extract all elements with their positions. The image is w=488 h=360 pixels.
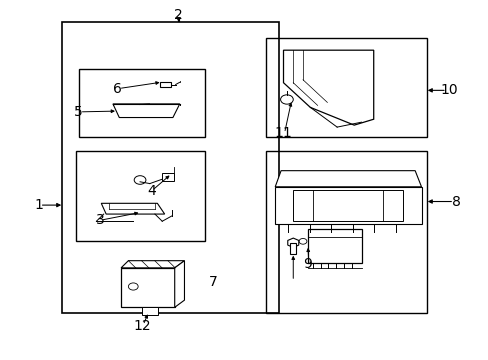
Bar [266, 39, 427, 137]
Bar [307, 229, 361, 263]
Polygon shape [174, 261, 184, 307]
Text: 7: 7 [208, 275, 217, 289]
Polygon shape [287, 238, 298, 247]
Bar [266, 151, 427, 313]
Polygon shape [121, 261, 184, 268]
Text: 5: 5 [74, 105, 83, 119]
Polygon shape [275, 187, 421, 224]
Text: 10: 10 [440, 84, 457, 97]
Bar [76, 151, 205, 241]
Bar [162, 173, 174, 181]
Text: 2: 2 [174, 8, 183, 22]
Bar [290, 243, 296, 253]
Text: 11: 11 [274, 126, 292, 140]
Bar [61, 22, 278, 313]
Text: 12: 12 [133, 319, 151, 333]
Bar [79, 69, 205, 137]
Text: 3: 3 [96, 213, 105, 227]
Text: 1: 1 [34, 198, 43, 212]
Bar [121, 268, 174, 307]
Polygon shape [293, 190, 402, 221]
Polygon shape [113, 104, 180, 117]
Text: 8: 8 [451, 194, 460, 208]
Text: 9: 9 [303, 257, 312, 271]
Polygon shape [101, 203, 164, 214]
Text: 6: 6 [113, 82, 122, 95]
Text: 4: 4 [147, 184, 156, 198]
Bar [160, 82, 170, 87]
Polygon shape [283, 50, 373, 125]
Bar [142, 307, 157, 315]
Polygon shape [275, 171, 421, 187]
